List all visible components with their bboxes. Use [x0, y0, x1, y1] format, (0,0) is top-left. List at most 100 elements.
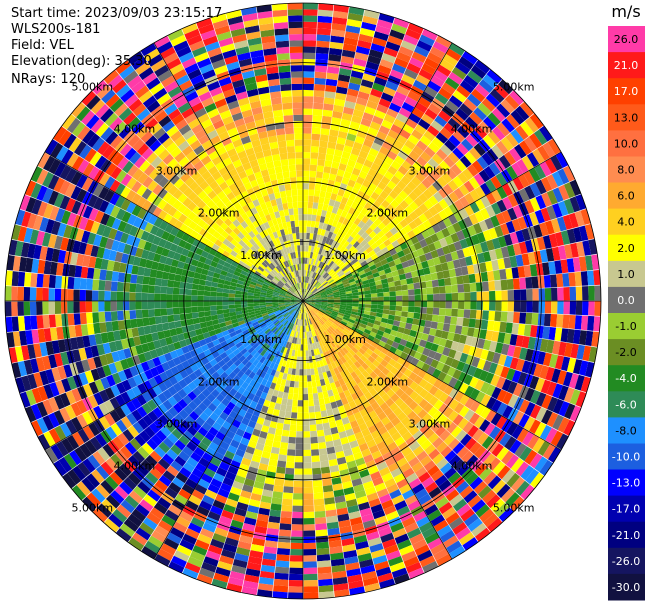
range-gate: [252, 487, 263, 496]
range-gate: [366, 153, 376, 163]
range-gate: [303, 71, 315, 78]
range-gate: [318, 3, 334, 11]
range-gate: [515, 335, 524, 347]
range-gate: [193, 406, 204, 417]
range-gate: [347, 179, 356, 188]
range-gate: [386, 371, 395, 380]
range-gate: [357, 358, 365, 366]
range-gate: [276, 313, 283, 318]
range-gate: [148, 316, 156, 326]
range-gate: [396, 236, 405, 245]
range-gate: [319, 262, 325, 269]
range-gate: [33, 343, 42, 358]
range-gate: [221, 363, 230, 372]
range-gate: [225, 430, 236, 440]
range-gate: [91, 488, 106, 503]
range-gate: [286, 328, 291, 335]
range-gate: [482, 489, 497, 504]
range-gate: [324, 377, 330, 385]
range-gate: [37, 328, 46, 343]
range-gate: [421, 113, 434, 125]
range-gate: [115, 208, 126, 221]
range-gate: [582, 240, 592, 256]
range-gate: [76, 253, 85, 266]
range-gate: [399, 544, 415, 556]
range-gate: [279, 305, 286, 309]
range-gate: [315, 296, 322, 299]
range-gate: [148, 422, 160, 434]
range-gate: [141, 442, 154, 455]
range-gate: [167, 359, 176, 369]
range-gate: [323, 322, 330, 329]
range-gate: [247, 298, 254, 301]
range-gate: [115, 394, 126, 407]
range-gate: [298, 381, 303, 388]
range-gate: [367, 278, 375, 284]
range-gate: [329, 465, 340, 473]
range-gate: [115, 419, 128, 433]
range-gate: [534, 422, 547, 438]
range-gate: [102, 443, 115, 458]
range-gate: [314, 405, 321, 413]
range-gate: [370, 308, 378, 313]
range-gate: [474, 463, 488, 477]
range-gate: [224, 537, 239, 547]
range-gate: [198, 284, 205, 291]
range-gate: [404, 170, 415, 181]
range-gate: [519, 277, 527, 290]
range-gate: [315, 215, 321, 222]
range-gate: [148, 535, 164, 549]
range-gate: [260, 457, 270, 465]
range-gate: [307, 201, 314, 209]
range-gate: [210, 305, 217, 311]
range-gate: [397, 411, 407, 422]
range-gate: [398, 107, 412, 118]
range-gate: [435, 329, 443, 338]
range-gate: [307, 292, 313, 298]
range-gate: [184, 562, 201, 574]
range-gate: [388, 314, 395, 321]
range-gate: [37, 386, 48, 402]
range-gate: [102, 342, 112, 354]
range-gate: [405, 354, 414, 363]
range-gate: [435, 230, 445, 241]
range-gate: [312, 202, 319, 209]
range-gate: [309, 324, 313, 331]
range-gate: [319, 379, 326, 386]
ray: [303, 4, 349, 301]
range-gate: [254, 422, 263, 431]
range-gate: [231, 278, 238, 284]
range-gate: [321, 298, 328, 300]
range-gate: [315, 523, 327, 531]
range-gate: [351, 406, 360, 415]
range-gate: [276, 284, 283, 289]
range-gate: [435, 132, 449, 144]
range-gate: [317, 392, 324, 400]
range-gate: [290, 310, 296, 316]
range-gate: [539, 338, 549, 353]
range-gate: [297, 344, 301, 351]
range-gate: [419, 34, 435, 47]
range-gate: [412, 445, 425, 457]
range-gate: [438, 209, 448, 220]
range-gate: [365, 366, 374, 375]
range-gate: [537, 275, 545, 289]
range-gate: [500, 223, 510, 236]
range-gate: [265, 299, 272, 301]
range-gate: [306, 283, 309, 290]
range-gate: [393, 258, 402, 266]
range-gate: [77, 203, 88, 217]
range-gate: [57, 365, 67, 380]
range-gate: [513, 312, 520, 324]
range-gate: [310, 285, 315, 292]
range-gate: [454, 391, 465, 403]
range-gate: [299, 307, 302, 314]
range-gate: [198, 316, 206, 323]
range-gate: [309, 299, 316, 301]
range-gate: [372, 392, 382, 402]
range-gate: [373, 157, 384, 167]
range-gate: [452, 442, 465, 455]
ray: [45, 301, 303, 464]
range-gate: [278, 303, 285, 305]
range-gate: [436, 457, 449, 470]
